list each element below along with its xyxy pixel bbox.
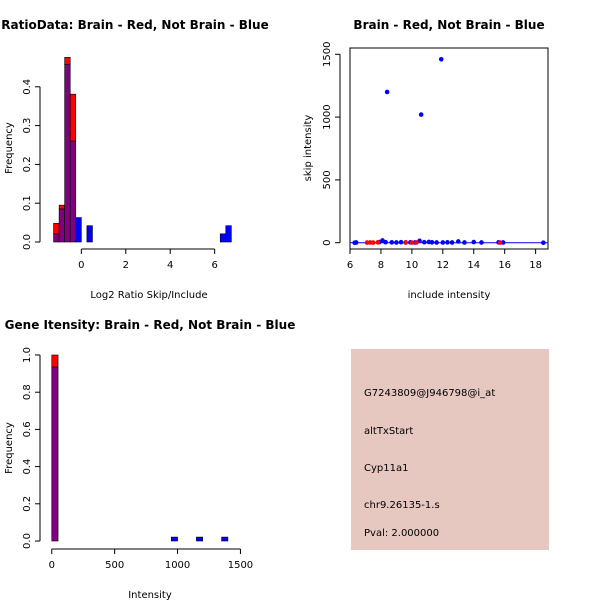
info-panel-background xyxy=(351,349,549,550)
scatter-y-tick-label: 500 xyxy=(322,170,333,189)
scatter-point-brain xyxy=(403,240,408,245)
scatter-y-tick-label: 1500 xyxy=(322,42,333,67)
scatter-point-not-brain xyxy=(541,240,546,246)
ratio-histogram-y-tick-label: 0.1 xyxy=(22,195,33,211)
scatter-point-not-brain xyxy=(438,57,444,62)
gene-histogram-y-tick-label: 0.2 xyxy=(22,496,33,512)
scatter-x-tick-label: 6 xyxy=(347,260,353,271)
ratio-histogram-x-tick-label: 0 xyxy=(78,260,84,271)
ratio-histogram-panel: RatioData: Brain - Red, Not Brain - Blue… xyxy=(1,18,268,301)
scatter-point-not-brain xyxy=(418,112,424,117)
ratio-histogram-bar-not-brain xyxy=(75,217,82,243)
scatter-x-tick-label: 16 xyxy=(498,260,511,271)
ratio-histogram-y-tick-label: 0.4 xyxy=(22,79,33,95)
gene-histogram-x-tick-label: 0 xyxy=(49,560,55,571)
gene-histogram-x-tick-label: 1000 xyxy=(165,560,190,571)
scatter-plot-box xyxy=(349,47,549,250)
scatter-point-not-brain xyxy=(389,240,395,245)
scatter-point-not-brain xyxy=(353,240,359,245)
location-text: chr9.26135-1.s xyxy=(364,500,440,511)
gene-histogram-axes: 0 500 1000 1500 0.0 0.2 0.4 0.6 0.8 1.0 xyxy=(22,347,253,571)
ratio-histogram-bar-not-brain xyxy=(225,225,232,243)
scatter-title: Brain - Red, Not Brain - Blue xyxy=(353,18,544,32)
gene-histogram-x-tick-label: 500 xyxy=(105,560,124,571)
scatter-point-not-brain xyxy=(394,240,399,245)
scatter-x-tick-label: 14 xyxy=(467,260,480,271)
ratio-histogram-bar-overlap xyxy=(53,233,60,243)
scatter-panel: Brain - Red, Not Brain - Blue include in… xyxy=(303,18,549,301)
scatter-point-not-brain xyxy=(449,240,455,245)
gene-histogram-y-tick-label: 0.0 xyxy=(22,533,33,549)
gene-histogram-y-tick-label: 0.4 xyxy=(22,459,33,475)
scatter-point-not-brain xyxy=(398,239,404,245)
gene-histogram-y-tick-label: 0.8 xyxy=(22,384,33,400)
ratio-histogram-bars xyxy=(53,57,232,243)
scatter-point-brain xyxy=(375,240,381,245)
scatter-x-tick-label: 8 xyxy=(378,260,384,271)
ratio-histogram-bar-overlap xyxy=(58,208,65,243)
gene-histogram-bar-brain xyxy=(51,354,59,368)
scatter-point-brain xyxy=(370,240,376,245)
scatter-y-tick-label: 0 xyxy=(322,240,333,246)
gene-histogram-title: Gene Itensity: Brain - Red, Not Brain - … xyxy=(5,318,296,332)
scatter-axes: 6 8 10 12 14 16 18 0 500 1000 1500 xyxy=(322,42,542,271)
event-type-text: altTxStart xyxy=(364,426,413,437)
scatter-y-tick-label: 1000 xyxy=(322,104,333,129)
scatter-points xyxy=(350,57,548,246)
gene-histogram-bar-overlap xyxy=(51,366,59,542)
pval-text: Pval: 2.000000 xyxy=(364,528,439,539)
gene-histogram-bars xyxy=(51,354,229,542)
scatter-point-not-brain xyxy=(471,239,477,245)
gene-name-text: Cyp11a1 xyxy=(364,463,408,474)
ratio-histogram-title: RatioData: Brain - Red, Not Brain - Blue xyxy=(1,18,268,32)
gene-histogram-xlabel: Intensity xyxy=(128,590,172,600)
scatter-point-not-brain xyxy=(429,240,435,245)
ratio-histogram-bar-overlap xyxy=(69,140,77,243)
ratio-histogram-ylabel: Frequency xyxy=(4,122,15,174)
gene-histogram-bar-not-brain xyxy=(196,536,204,542)
scatter-point-not-brain xyxy=(440,240,446,245)
ratio-histogram-x-tick-label: 6 xyxy=(211,260,217,271)
probe-id-text: G7243809@J946798@i_at xyxy=(364,388,495,399)
scatter-x-tick-label: 18 xyxy=(529,260,542,271)
ratio-histogram-bar-not-brain xyxy=(219,233,227,243)
ratio-histogram-axes: 0 2 4 6 0.0 0.1 0.2 0.3 0.4 xyxy=(22,79,218,271)
scatter-point-not-brain xyxy=(479,240,484,245)
gene-histogram-y-tick-label: 0.6 xyxy=(22,421,33,437)
scatter-point-not-brain xyxy=(462,240,467,245)
info-panel: G7243809@J946798@i_at altTxStart Cyp11a1… xyxy=(351,349,549,550)
ratio-histogram-y-tick-label: 0.2 xyxy=(22,156,33,172)
scatter-point-not-brain xyxy=(421,239,427,245)
scatter-ylabel: skip intensity xyxy=(303,115,314,182)
ratio-histogram-bar-not-brain xyxy=(86,225,93,243)
gene-histogram-ylabel: Frequency xyxy=(4,422,15,474)
ratio-histogram-bar-brain xyxy=(64,57,71,65)
scatter-point-not-brain xyxy=(383,239,388,245)
ratio-histogram-bar-brain xyxy=(53,223,60,235)
ratio-histogram-y-tick-label: 0.3 xyxy=(22,118,33,134)
gene-histogram-panel: Gene Itensity: Brain - Red, Not Brain - … xyxy=(4,318,295,600)
scatter-point-brain xyxy=(409,240,415,245)
ratio-histogram-y-tick-label: 0.0 xyxy=(22,234,33,250)
scatter-x-tick-label: 10 xyxy=(406,260,419,271)
gene-histogram-bar-not-brain xyxy=(170,536,178,542)
ratio-histogram-bar-overlap xyxy=(64,63,71,243)
scatter-x-tick-label: 12 xyxy=(436,260,449,271)
ratio-histogram-bar-brain xyxy=(58,204,65,210)
scatter-xlabel: include intensity xyxy=(408,290,491,301)
ratio-histogram-xlabel: Log2 Ratio Skip/Include xyxy=(90,290,207,301)
gene-histogram-bar-not-brain xyxy=(221,536,229,542)
ratio-histogram-bar-brain xyxy=(69,93,77,142)
scatter-point-brain xyxy=(414,240,419,245)
scatter-point-brain xyxy=(497,240,503,245)
ratio-histogram-x-tick-label: 2 xyxy=(123,260,129,271)
scatter-point-not-brain xyxy=(445,240,450,245)
scatter-point-not-brain xyxy=(455,239,461,244)
scatter-point-not-brain xyxy=(434,240,439,245)
gene-histogram-y-tick-label: 1.0 xyxy=(22,347,33,363)
gene-histogram-x-tick-label: 1500 xyxy=(228,560,253,571)
scatter-point-not-brain xyxy=(384,89,390,95)
ratio-histogram-x-tick-label: 4 xyxy=(167,260,173,271)
